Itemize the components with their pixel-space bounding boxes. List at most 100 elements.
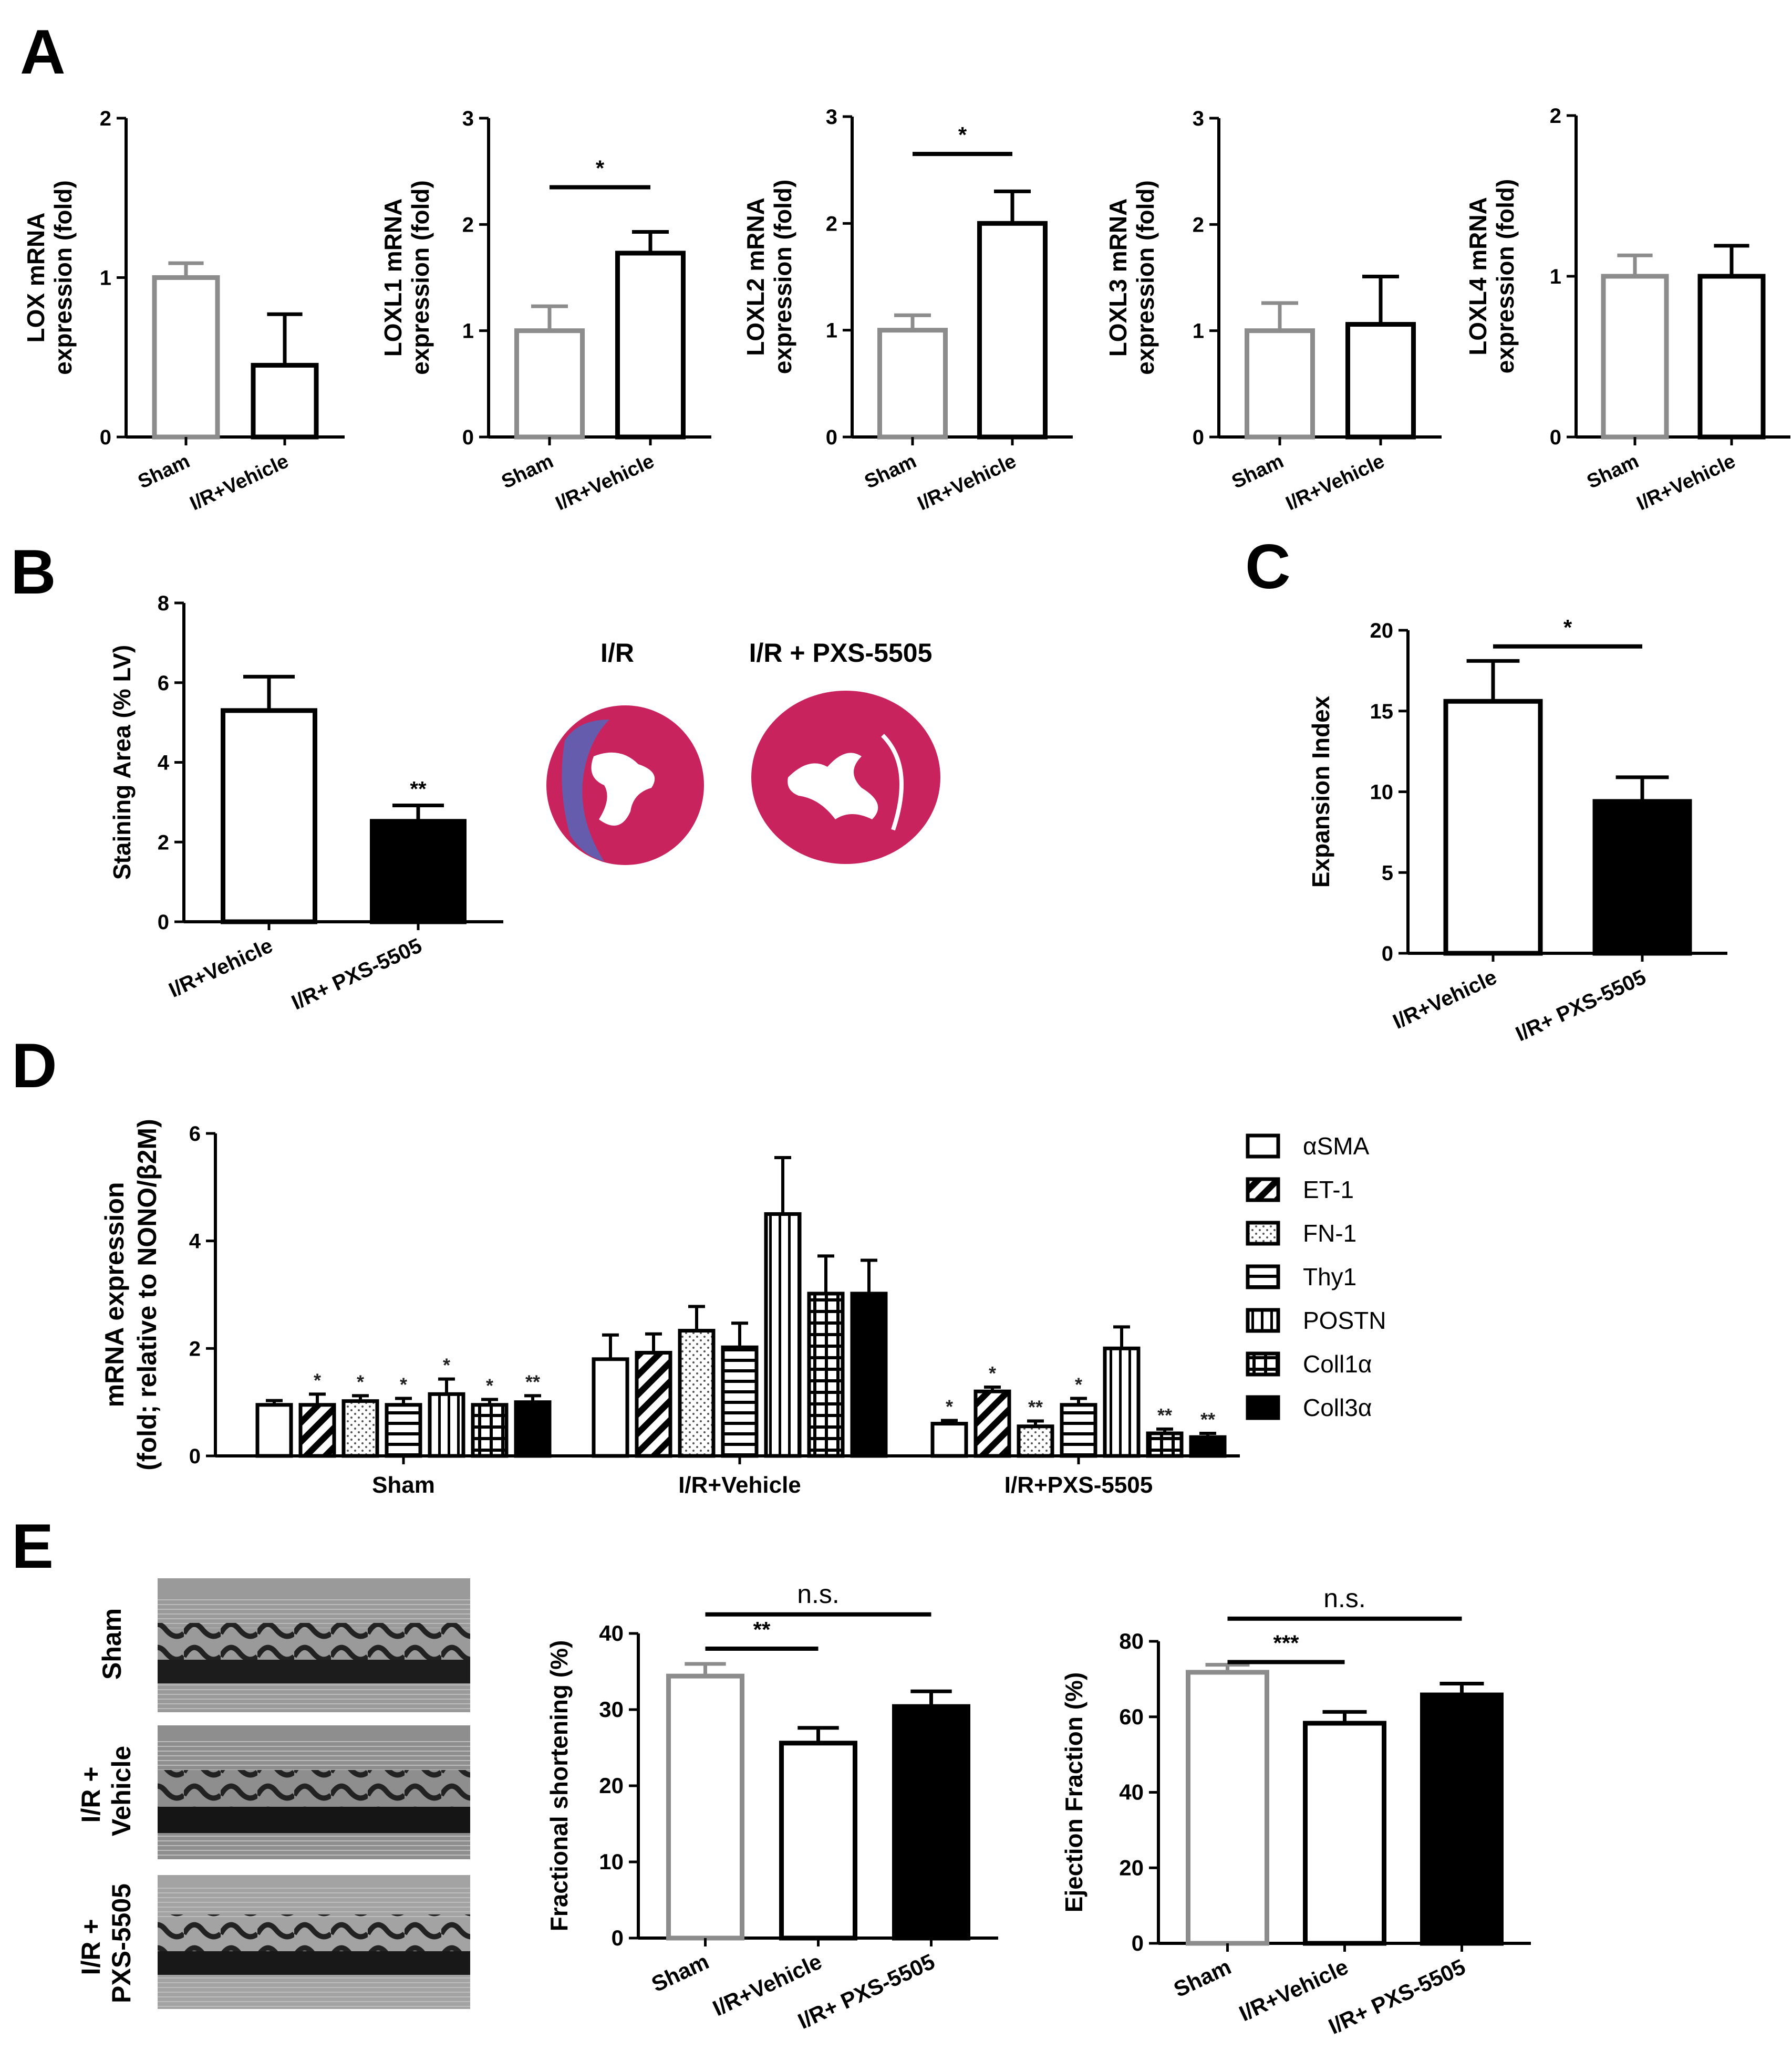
y-tick-label: 0 (1550, 426, 1561, 449)
bar-open (592, 1357, 629, 1458)
heart-section-ir-pxs (751, 691, 940, 864)
y-tick-label: 1 (1550, 265, 1561, 288)
y-axis-label-line: LOXL4 mRNA (1464, 197, 1491, 356)
chart-a3: 0 1 2 3 LOXL2 mRNAexpression (fold) ShamI/R+V… (742, 106, 1073, 515)
legend-swatch (1246, 1133, 1280, 1159)
y-tick-label: 0 (612, 1925, 624, 1950)
bar-i-r-vehicle (221, 708, 317, 924)
y-tick-label: 3 (462, 107, 474, 130)
x-tick-label: I/R+Vehicle (1390, 965, 1500, 1034)
y-tick-label: 2 (1193, 213, 1204, 236)
panel-letter-e: E (12, 1511, 54, 1581)
x-tick-label: I/R+Vehicle (1282, 450, 1388, 515)
bar-open (255, 1403, 293, 1458)
bar-hlines (1060, 1403, 1097, 1458)
legend-swatch (1246, 1264, 1280, 1289)
y-axis-label: LOXL1 mRNAexpression (fold) (379, 180, 434, 375)
y-tick-label: 6 (158, 672, 169, 695)
legend-label: POSTN (1303, 1307, 1386, 1334)
legend-label: Coll1α (1303, 1350, 1372, 1378)
bar-sham (666, 1673, 744, 1941)
significance-star: ** (1028, 1396, 1043, 1418)
significance-label: * (958, 122, 967, 147)
echo-label-sham: Sham (97, 1608, 127, 1680)
chart-a1: 0 1 2 LOX mRNAexpression (fold) ShamI/R+Vehi… (22, 107, 345, 515)
bar-diag (973, 1389, 1011, 1458)
bar-i-r-pxs-5505 (1420, 1692, 1504, 1946)
x-tick-label: I/R+Vehicle (187, 450, 292, 515)
y-axis-label-line: (fold; relative to NONO/β2M) (132, 1119, 162, 1470)
y-tick-label: 5 (1382, 861, 1393, 884)
echo-label-pxs: I/R + PXS-5505 (76, 1883, 136, 2003)
bar-vlines (428, 1392, 465, 1458)
y-axis-label: Staining Area (% LV) (108, 645, 136, 880)
y-axis-label-line: expression (fold) (407, 180, 434, 375)
y-tick-label: 0 (826, 426, 837, 449)
y-axis-label-line: LOX mRNA (22, 213, 49, 343)
legend-swatch (1246, 1308, 1280, 1333)
x-tick-label: I/R+Vehicle (914, 450, 1020, 515)
y-tick-label: 10 (1370, 781, 1394, 804)
x-tick-label: Sham (1170, 1954, 1235, 2002)
group-label: I/R+Vehicle (678, 1472, 801, 1498)
significance-label: ** (753, 1617, 771, 1642)
y-axis-label: Expansion Index (1307, 695, 1334, 888)
y-axis-label: LOXL4 mRNAexpression (fold) (1464, 179, 1519, 374)
echo-trace-vehicle (158, 1725, 470, 1859)
x-tick-label: Sham (498, 450, 557, 493)
bar-hlines (721, 1345, 759, 1458)
y-axis-label: mRNA expression (fold; relative to NONO/β… (100, 1119, 162, 1470)
bar-i-r-vehicle (1697, 274, 1766, 440)
y-tick-label: 0 (462, 426, 474, 449)
significance-star: ** (525, 1371, 540, 1392)
chart-a2: 0 1 2 3 LOXL1 mRNAexpression (fold) ShamI/R+V… (379, 107, 711, 515)
y-tick-label: 40 (599, 1621, 624, 1646)
bar-sham (1245, 328, 1315, 440)
y-axis-label-line: expression (fold) (1132, 180, 1159, 375)
bar-sham (514, 328, 585, 440)
bar-sham (877, 328, 948, 440)
bar-vlines (764, 1212, 802, 1458)
y-axis-label-line: Fractional shortening (%) (545, 1640, 573, 1932)
x-tick-label: I/R+ PXS-5505 (1512, 965, 1649, 1046)
y-axis-label-line: LOXL3 mRNA (1104, 199, 1132, 357)
x-tick-label: Sham (648, 1949, 713, 1997)
y-axis-label-line: Staining Area (% LV) (108, 645, 136, 880)
y-tick-label: 4 (158, 752, 170, 775)
bar-vlines (1103, 1346, 1141, 1458)
significance-star: ** (1157, 1404, 1172, 1426)
y-tick-label: 0 (189, 1445, 201, 1468)
bar-i-r-vehicle (779, 1741, 857, 1941)
echo-trace-sham (158, 1578, 470, 1712)
y-tick-label: 1 (100, 267, 111, 290)
y-tick-label: 1 (462, 320, 474, 343)
bar-sham (152, 275, 220, 440)
bar-grid (1146, 1431, 1184, 1458)
bar-solid (514, 1400, 552, 1458)
bar-i-r-vehicle (1303, 1721, 1386, 1946)
bar-i-r-vehicle (251, 362, 319, 440)
bar-solid (1189, 1435, 1227, 1458)
y-tick-label: 3 (826, 106, 837, 129)
significance-star: * (1075, 1374, 1082, 1396)
y-axis-label: Fractional shortening (%) (545, 1640, 573, 1932)
y-tick-label: 2 (158, 831, 169, 854)
bar-sham (1186, 1670, 1269, 1946)
significance-label: * (1563, 615, 1572, 640)
y-tick-label: 20 (1370, 619, 1394, 642)
significance-label: *** (1273, 1631, 1299, 1655)
legend-label: ET-1 (1303, 1176, 1354, 1203)
significance-star: ** (1200, 1409, 1215, 1430)
bar-i-r-vehicle (977, 221, 1048, 440)
bar-i-r-vehicle (1443, 699, 1543, 956)
group-label: Sham (372, 1472, 435, 1498)
y-tick-label: 60 (1119, 1704, 1144, 1729)
y-tick-label: 1 (1193, 320, 1204, 343)
y-axis-label-line: LOXL1 mRNA (379, 199, 407, 357)
x-tick-label: Sham (1583, 450, 1642, 493)
x-tick-label: I/R+Vehicle (552, 450, 658, 515)
panel-letter-b: B (11, 537, 56, 607)
bar-i-r-pxs-5505 (1592, 799, 1692, 956)
group-label: I/R+PXS-5505 (1004, 1472, 1153, 1498)
legend-label: Coll3α (1303, 1394, 1372, 1421)
